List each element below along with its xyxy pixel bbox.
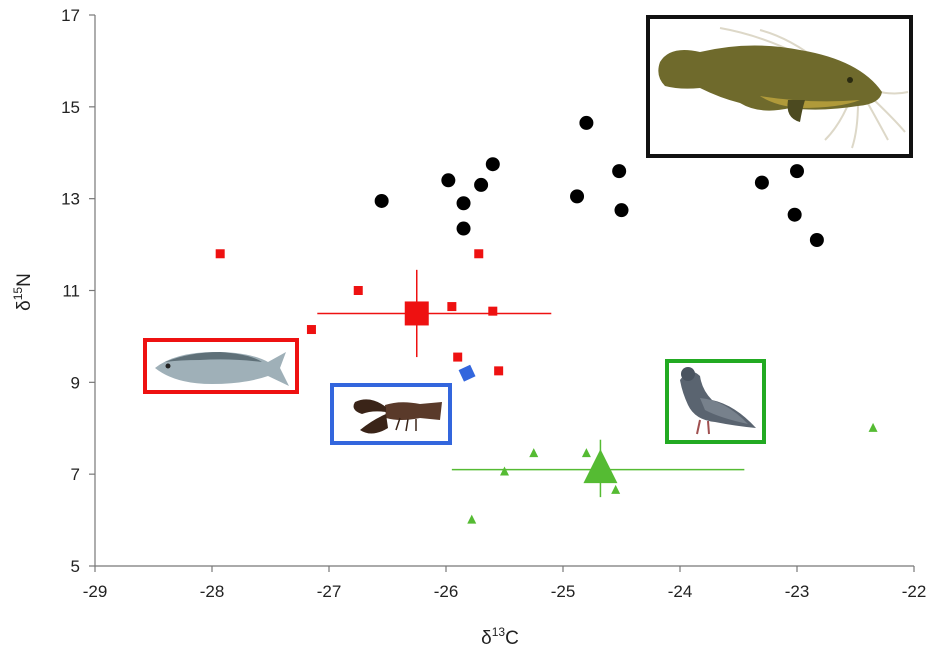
y-tick-label: 9 bbox=[71, 373, 80, 392]
y-tick-label: 5 bbox=[71, 557, 80, 576]
y-tick-label: 17 bbox=[61, 6, 80, 25]
crayfish-claw-bottom bbox=[360, 414, 388, 434]
catfish-fin bbox=[787, 100, 805, 122]
triangle-data-point bbox=[581, 448, 591, 458]
pigeon-head bbox=[681, 367, 695, 381]
circle-data-point bbox=[754, 175, 769, 190]
roach-eye bbox=[165, 363, 171, 369]
ticks: -29 -28 -27 -26 -25 -24 -23 -22 5 7 9 11 13 15 17 bbox=[61, 6, 926, 601]
crayfish-legs bbox=[395, 417, 417, 432]
y-tick-label: 11 bbox=[62, 282, 80, 301]
y-tick-label: 13 bbox=[61, 190, 80, 209]
square-data-point bbox=[306, 325, 316, 335]
x-tick-label: -26 bbox=[434, 582, 459, 601]
catfish-body bbox=[658, 45, 882, 111]
pigeon-image bbox=[665, 359, 766, 444]
roach-back bbox=[165, 352, 262, 362]
circle-data-point bbox=[790, 164, 804, 179]
square-mean-point bbox=[404, 301, 429, 326]
crayfish-body bbox=[385, 402, 442, 420]
x-tick-label: -23 bbox=[785, 582, 810, 601]
x-tick-label: -27 bbox=[317, 582, 342, 601]
crayfish-claw-top bbox=[353, 399, 386, 414]
pigeon-legs bbox=[696, 419, 710, 435]
x-tick-label: -22 bbox=[902, 582, 927, 601]
circle-data-point bbox=[441, 173, 456, 188]
circle-data-point bbox=[614, 203, 629, 218]
x-tick-label: -28 bbox=[200, 582, 225, 601]
catfish-eye bbox=[847, 77, 853, 83]
circle-data-point bbox=[579, 115, 594, 130]
y-axis-title: δ15N bbox=[11, 273, 35, 311]
square-data-point bbox=[488, 306, 498, 316]
circle-data-point bbox=[374, 193, 389, 208]
square-data-point bbox=[353, 286, 363, 295]
pigeon-wing bbox=[700, 398, 748, 424]
data-marks bbox=[215, 115, 878, 524]
triangle-data-point bbox=[467, 514, 477, 524]
square-data-point bbox=[474, 249, 484, 259]
x-axis-title: δ13C bbox=[481, 625, 519, 649]
triangle-data-point bbox=[529, 448, 539, 458]
circle-data-point bbox=[456, 221, 471, 236]
catfish-image bbox=[646, 15, 913, 158]
circle-data-point bbox=[456, 196, 471, 211]
triangle-data-point bbox=[500, 466, 509, 476]
circle-data-point bbox=[787, 207, 802, 222]
circle-data-point bbox=[809, 232, 824, 247]
x-tick-label: -29 bbox=[83, 582, 108, 601]
x-tick-label: -25 bbox=[551, 582, 576, 601]
triangle-data-point bbox=[611, 484, 621, 494]
circle-data-point bbox=[570, 189, 585, 204]
diamond-mean-point bbox=[458, 364, 476, 382]
triangle-data-point bbox=[868, 422, 878, 432]
circle-data-point bbox=[612, 164, 627, 179]
square-data-point bbox=[215, 249, 225, 259]
y-tick-label: 15 bbox=[61, 98, 80, 117]
catfish-belly bbox=[760, 96, 860, 108]
crayfish-image bbox=[330, 383, 452, 445]
triangle-mean-point bbox=[583, 449, 618, 484]
y-tick-label: 7 bbox=[71, 465, 80, 484]
square-data-point bbox=[494, 366, 504, 376]
roach-fish-image bbox=[143, 338, 299, 394]
circle-data-point bbox=[474, 177, 489, 192]
square-data-point bbox=[447, 302, 457, 312]
x-tick-label: -24 bbox=[668, 582, 693, 601]
circle-data-point bbox=[485, 157, 500, 172]
square-data-point bbox=[453, 352, 463, 362]
